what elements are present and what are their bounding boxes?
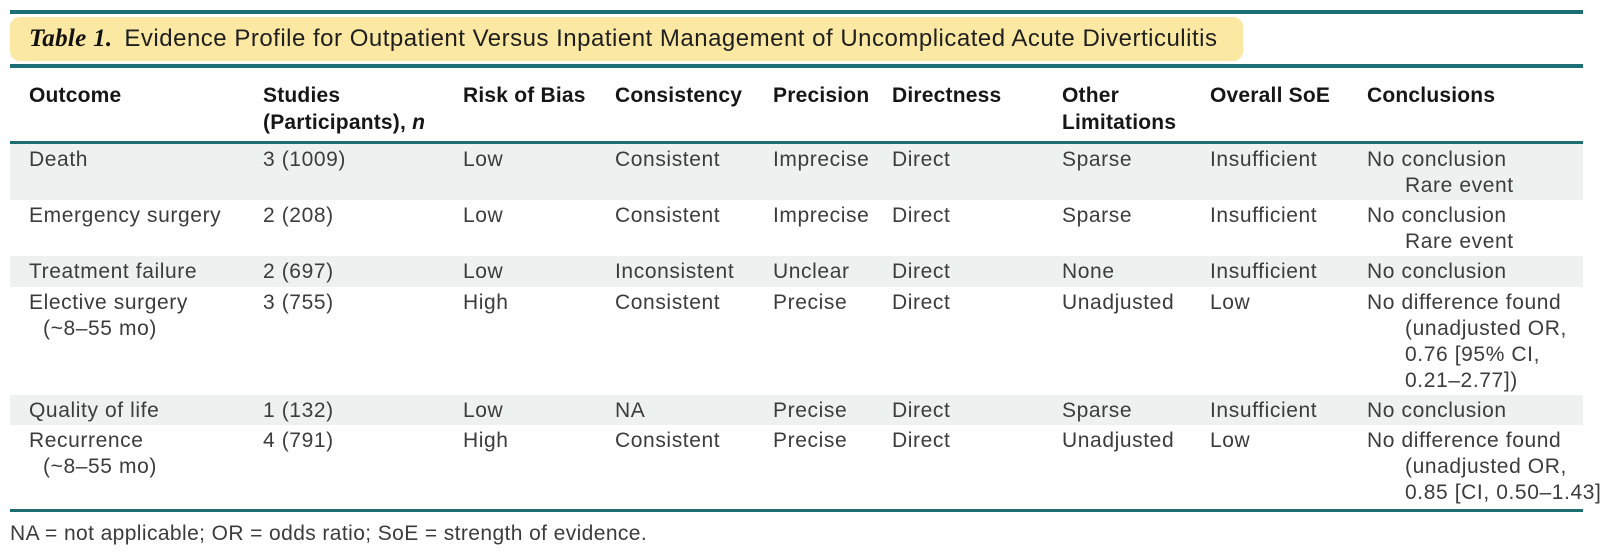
table-row-quality-of-life: Quality of life 1 (132) Low NA Precise D…: [10, 395, 1583, 425]
caption-highlight: Table 1. Evidence Profile for Outpatient…: [10, 17, 1244, 61]
col-header-overall-soe: Overall SoE: [1210, 84, 1331, 107]
cell-conclusions: No conclusion Rare event: [1367, 204, 1514, 253]
cell-consistency: Consistent: [615, 291, 721, 314]
cell-overall-soe: Insufficient: [1210, 399, 1318, 422]
cell-consistency: Inconsistent: [615, 260, 735, 283]
cell-other-limitations: Sparse: [1062, 204, 1133, 227]
cell-conclusions: No difference found (unadjusted OR, 0.85…: [1367, 429, 1600, 504]
cell-other-limitations: Unadjusted: [1062, 429, 1175, 452]
cell-risk-of-bias: Low: [463, 204, 504, 227]
table-row-elective-surgery: Elective surgery (~8–55 mo) 3 (755) High…: [10, 287, 1583, 395]
cell-conclusions: No conclusion: [1367, 399, 1507, 422]
cell-other-limitations: Sparse: [1062, 399, 1133, 422]
table-row-death: Death 3 (1009) Low Consistent Imprecise …: [10, 144, 1583, 200]
studies-line2: (Participants),: [263, 111, 413, 134]
table-row-emergency-surgery: Emergency surgery 2 (208) Low Consistent…: [10, 200, 1583, 256]
cell-conclusions: No conclusion: [1367, 260, 1507, 283]
cell-overall-soe: Insufficient: [1210, 148, 1318, 171]
cell-conclusions: No difference found (unadjusted OR, 0.76…: [1367, 291, 1567, 392]
col-header-directness: Directness: [892, 84, 1002, 107]
col-header-precision: Precision: [773, 84, 870, 107]
cell-consistency: Consistent: [615, 204, 721, 227]
cell-precision: Imprecise: [773, 204, 870, 227]
cell-risk-of-bias: Low: [463, 148, 504, 171]
cell-directness: Direct: [892, 204, 951, 227]
cell-directness: Direct: [892, 399, 951, 422]
cell-conclusions: No conclusion Rare event: [1367, 148, 1514, 197]
header-bottom-rule: [10, 141, 1583, 144]
cell-studies: 2 (697): [263, 260, 334, 283]
cell-outcome: Quality of life: [29, 399, 160, 422]
col-header-consistency: Consistency: [615, 84, 743, 107]
cell-studies: 2 (208): [263, 204, 334, 227]
cell-precision: Precise: [773, 399, 848, 422]
studies-n-italic: n: [412, 111, 426, 134]
cell-risk-of-bias: High: [463, 429, 509, 452]
caption-bottom-rule: [10, 64, 1583, 68]
cell-studies: 1 (132): [263, 399, 334, 422]
evidence-table: Table 1. Evidence Profile for Outpatient…: [10, 10, 1600, 547]
cell-directness: Direct: [892, 148, 951, 171]
cell-outcome: Elective surgery (~8–55 mo): [29, 291, 188, 340]
table-footnote: NA = not applicable; OR = odds ratio; So…: [10, 522, 648, 545]
cell-studies: 3 (755): [263, 291, 334, 314]
cell-overall-soe: Low: [1210, 291, 1251, 314]
cell-precision: Unclear: [773, 260, 850, 283]
col-header-outcome: Outcome: [29, 84, 122, 107]
other-line2: Limitations: [1062, 111, 1177, 134]
col-header-conclusions: Conclusions: [1367, 84, 1496, 107]
table-row-recurrence: Recurrence (~8–55 mo) 4 (791) High Consi…: [10, 425, 1600, 509]
cell-outcome: Death: [29, 148, 89, 171]
cell-outcome: Treatment failure: [29, 260, 198, 283]
cell-outcome: Recurrence (~8–55 mo): [29, 429, 157, 478]
cell-consistency: NA: [615, 399, 646, 422]
cell-consistency: Consistent: [615, 429, 721, 452]
cell-other-limitations: None: [1062, 260, 1115, 283]
table-number: Table 1.: [29, 25, 113, 52]
cell-overall-soe: Low: [1210, 429, 1251, 452]
other-line1: Other: [1062, 84, 1120, 107]
cell-other-limitations: Unadjusted: [1062, 291, 1175, 314]
studies-line1: Studies: [263, 84, 341, 107]
header-row: Outcome Studies (Participants), n Risk o…: [10, 68, 1583, 141]
table-bottom-rule: [10, 509, 1583, 512]
cell-outcome: Emergency surgery: [29, 204, 222, 227]
cell-studies: 3 (1009): [263, 148, 347, 171]
cell-overall-soe: Insufficient: [1210, 260, 1318, 283]
top-rule: [10, 10, 1583, 14]
cell-overall-soe: Insufficient: [1210, 204, 1318, 227]
table-row-treatment-failure: Treatment failure 2 (697) Low Inconsiste…: [10, 256, 1583, 287]
cell-directness: Direct: [892, 260, 951, 283]
col-header-other-limitations: Other Limitations: [1062, 79, 1210, 137]
cell-precision: Imprecise: [773, 148, 870, 171]
cell-directness: Direct: [892, 291, 951, 314]
cell-risk-of-bias: Low: [463, 260, 504, 283]
table-title: Evidence Profile for Outpatient Versus I…: [124, 25, 1218, 52]
table-caption-row: Table 1. Evidence Profile for Outpatient…: [10, 14, 1583, 64]
col-header-studies: Studies (Participants), n: [263, 79, 463, 137]
cell-studies: 4 (791): [263, 429, 334, 452]
cell-risk-of-bias: Low: [463, 399, 504, 422]
cell-precision: Precise: [773, 291, 848, 314]
cell-precision: Precise: [773, 429, 848, 452]
col-header-risk-of-bias: Risk of Bias: [463, 84, 586, 107]
cell-directness: Direct: [892, 429, 951, 452]
cell-consistency: Consistent: [615, 148, 721, 171]
cell-other-limitations: Sparse: [1062, 148, 1133, 171]
cell-risk-of-bias: High: [463, 291, 509, 314]
